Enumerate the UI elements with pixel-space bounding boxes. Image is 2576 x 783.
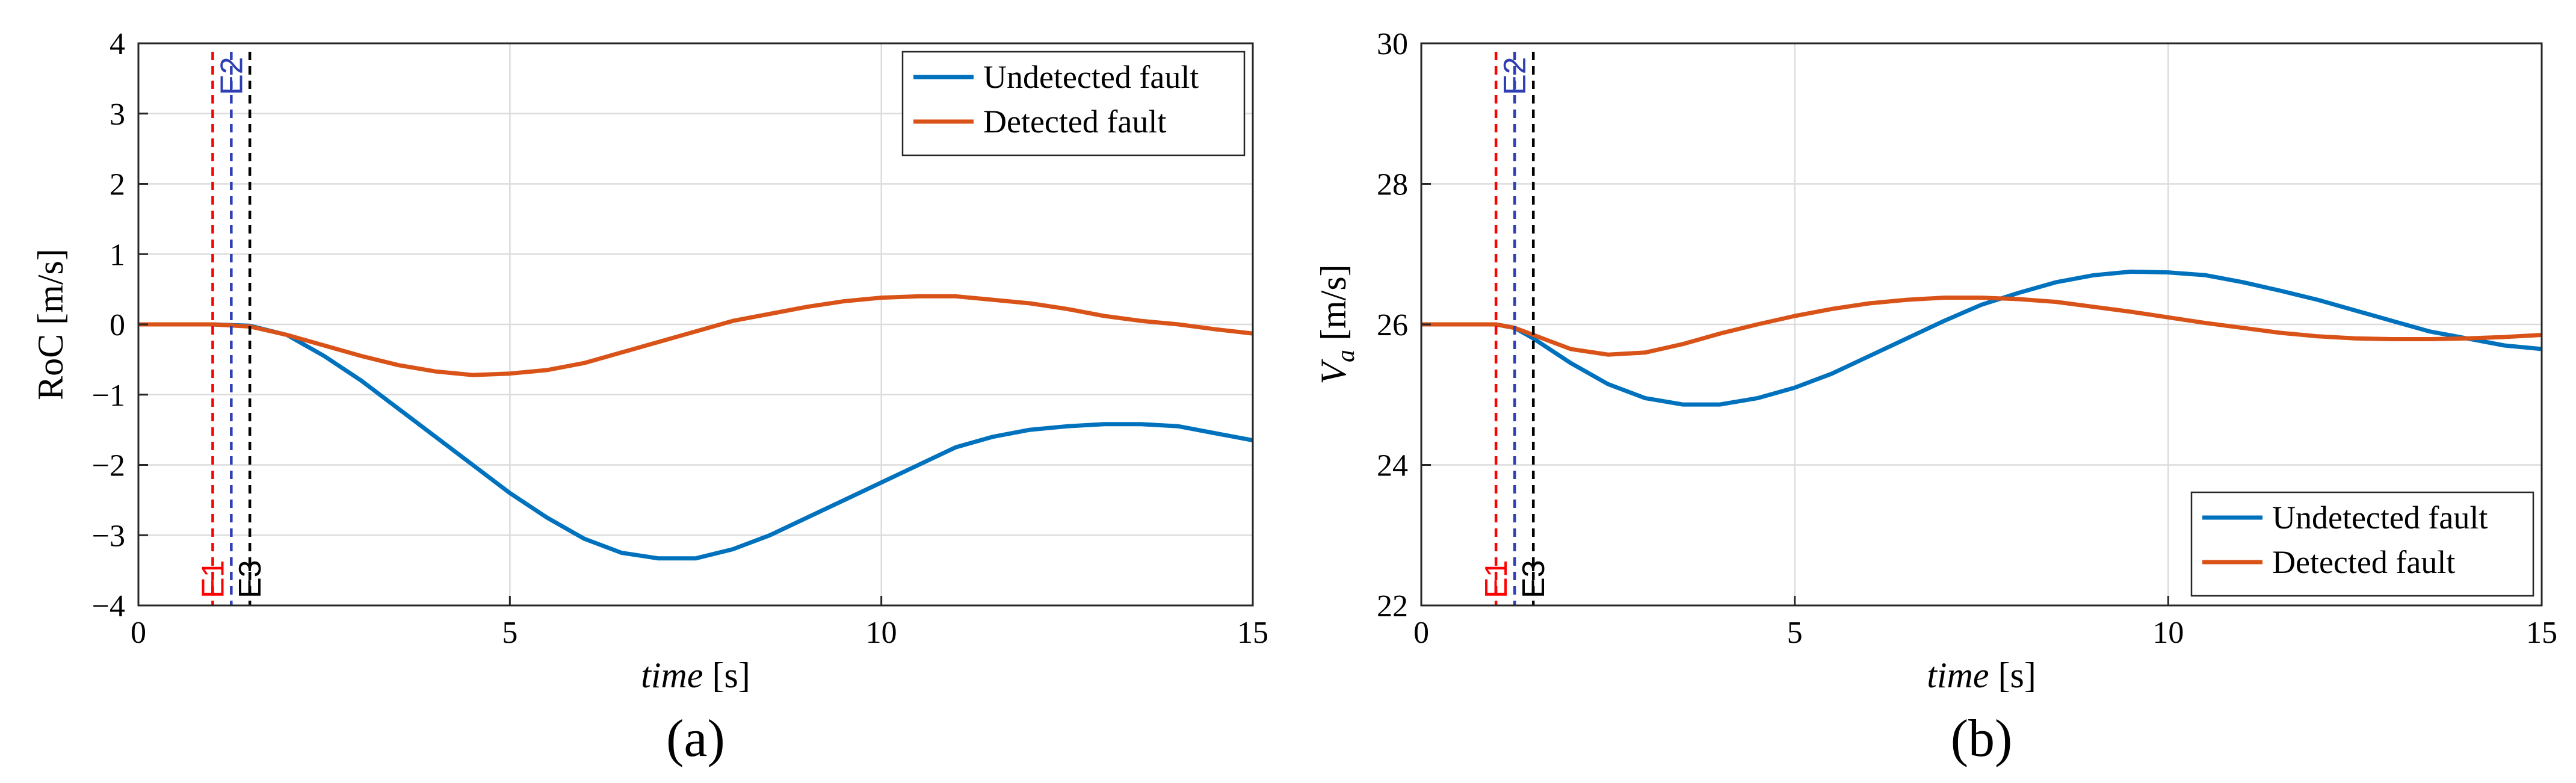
y-tick-label: −2 bbox=[92, 449, 125, 483]
y-tick-label: 1 bbox=[110, 238, 125, 272]
y-tick-label: −3 bbox=[92, 519, 125, 553]
y-tick-label: 2 bbox=[110, 168, 125, 202]
series-line-2 bbox=[1421, 296, 2542, 357]
y-axis-label: Va [m/s] bbox=[1314, 264, 1360, 384]
legend: Undetected fault Detected fault bbox=[901, 51, 1246, 156]
x-tick-label: 10 bbox=[866, 616, 897, 650]
legend-box bbox=[901, 51, 1246, 156]
series-line-1 bbox=[1421, 269, 2542, 407]
panel-1: E1 E2 E3 0 5 10 15 −4 −3 −2 −1 0 1 2 3 4 time [s] RoC [m/… bbox=[31, 27, 1268, 768]
event-label-e3: E3 bbox=[1516, 560, 1551, 598]
legend-label-1: Undetected fault bbox=[2272, 500, 2488, 536]
legend-label-2: Detected fault bbox=[983, 104, 1166, 140]
y-tick-label: 22 bbox=[1377, 589, 1408, 624]
y-tick-label: 30 bbox=[1377, 27, 1408, 61]
event-label-e1: E1 bbox=[1479, 560, 1514, 598]
y-tick-label: −1 bbox=[92, 379, 125, 413]
series-line-1 bbox=[138, 322, 1253, 561]
x-axis-label: time [s] bbox=[1927, 655, 2036, 695]
legend-label-1: Undetected fault bbox=[983, 59, 1199, 95]
x-tick-label: 0 bbox=[131, 616, 146, 650]
x-tick-label: 5 bbox=[1787, 616, 1803, 650]
x-tick-label: 15 bbox=[1237, 616, 1268, 650]
legend: Undetected fault Detected fault bbox=[2190, 491, 2534, 597]
event-label-e2: E2 bbox=[214, 57, 249, 95]
y-tick-label: −4 bbox=[92, 589, 125, 624]
x-tick-label: 0 bbox=[1413, 616, 1429, 650]
y-tick-label: 0 bbox=[110, 308, 125, 342]
panel-caption: (b) bbox=[1951, 710, 2013, 768]
panel-caption: (a) bbox=[666, 710, 725, 768]
y-tick-label: 3 bbox=[110, 97, 125, 132]
panel-2: E1 E2 E3 0 5 10 15 22 24 26 28 30 time [s] Va [m/s] Un… bbox=[1314, 27, 2557, 768]
series-line-2 bbox=[138, 294, 1253, 377]
legend-label-2: Detected fault bbox=[2272, 544, 2455, 580]
event-label-e2: E2 bbox=[1498, 57, 1533, 95]
event-label-e3: E3 bbox=[233, 560, 268, 598]
y-tick-label: 24 bbox=[1377, 449, 1408, 483]
x-tick-label: 10 bbox=[2152, 616, 2184, 650]
x-tick-label: 5 bbox=[502, 616, 517, 650]
y-tick-label: 26 bbox=[1377, 308, 1408, 342]
y-tick-label: 4 bbox=[110, 27, 125, 61]
event-label-e1: E1 bbox=[196, 560, 230, 598]
y-axis-label: RoC [m/s] bbox=[31, 249, 70, 400]
legend-box bbox=[2190, 491, 2534, 597]
x-axis-label: time [s] bbox=[641, 655, 750, 695]
x-tick-label: 15 bbox=[2526, 616, 2557, 650]
y-tick-label: 28 bbox=[1377, 168, 1408, 202]
